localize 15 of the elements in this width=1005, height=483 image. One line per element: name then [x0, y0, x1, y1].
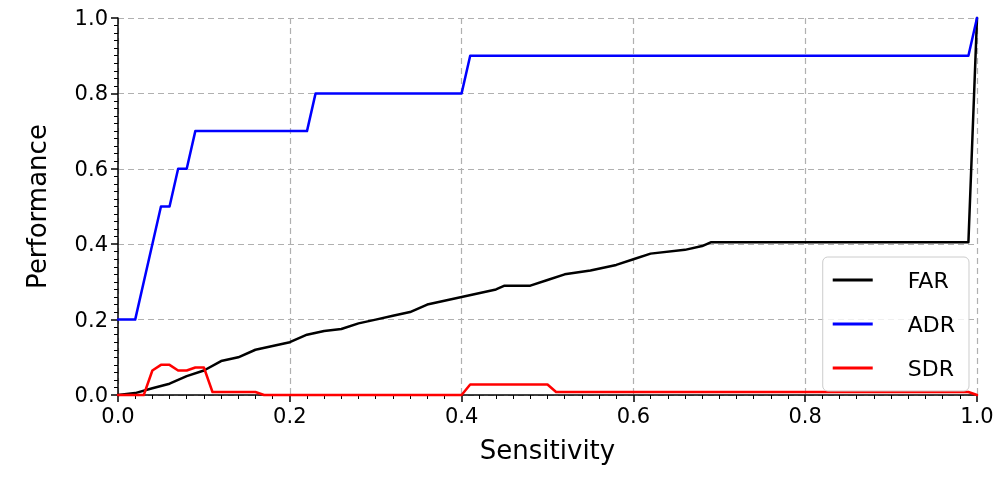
x-tick-label: 0.4	[444, 403, 479, 428]
x-tick-label: 0.8	[788, 403, 822, 428]
x-tick-label: 0.6	[616, 403, 651, 428]
x-axis-title: Sensitivity	[479, 435, 616, 465]
y-axis-title: Performance	[22, 124, 52, 289]
legend-label: FAR	[907, 267, 949, 293]
legend-label: ADR	[907, 311, 955, 337]
y-tick-label: 0.2	[74, 307, 108, 332]
y-tick-label: 1.0	[74, 6, 108, 30]
y-tick-label: 0.4	[74, 232, 108, 257]
y-tick-label: 0.6	[74, 156, 108, 181]
x-tick-label: 0.2	[273, 403, 307, 428]
x-tick-label: 1.0	[960, 403, 994, 428]
y-tick-label: 0.8	[74, 81, 108, 106]
legend-label: SDR	[907, 355, 954, 381]
